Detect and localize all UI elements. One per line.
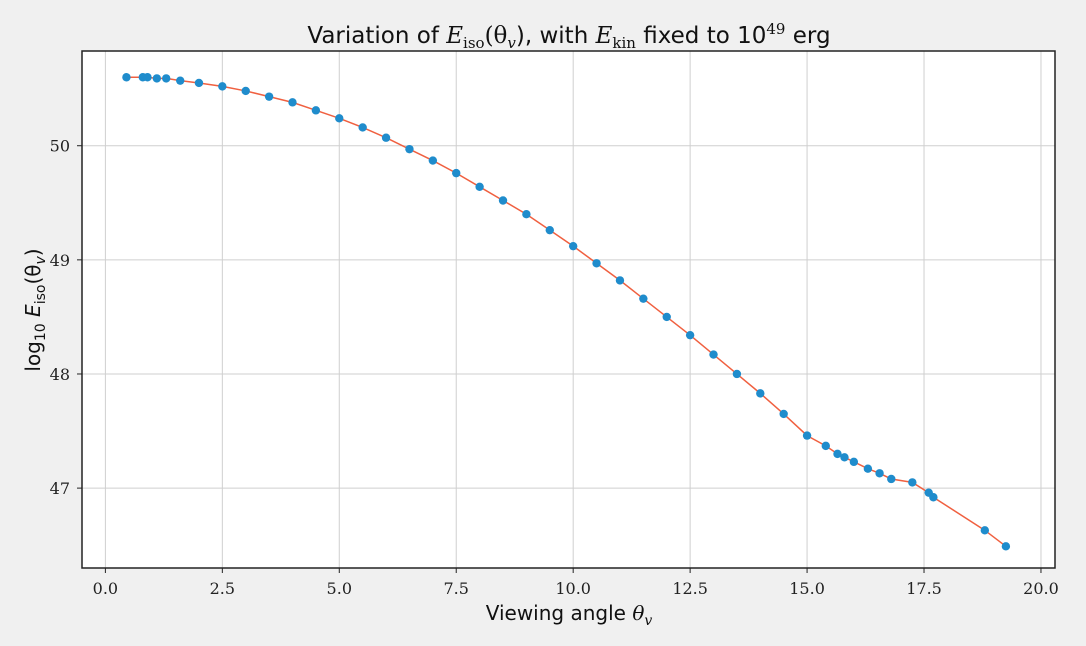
data-point [908,478,917,487]
data-point [709,350,718,359]
data-point [887,474,896,484]
data-point [428,156,438,165]
data-point [288,98,297,107]
data-point [732,369,742,379]
data-point [779,409,788,419]
data-point [498,196,508,205]
data-point [311,106,321,115]
y-axis-label: log10 Eiso(θv) [21,248,49,371]
data-point [264,92,274,101]
data-point [592,259,601,268]
data-point [475,182,484,192]
data-point [194,78,204,88]
data-point [405,144,414,154]
data-point [929,493,938,502]
data-point [639,294,648,303]
x-tick-label: 10.0 [555,579,591,598]
y-tick-label: 49 [50,251,70,270]
plot-frame [81,50,1056,569]
data-point [980,526,990,535]
data-point [821,441,830,451]
x-tick-label: 20.0 [1023,579,1059,598]
data-point [863,464,873,473]
x-ticks: 0.0 2.5 5.0 7.5 10.0 12.5 15.0 17.5 20.0 [93,568,1059,598]
chart-title: Variation of Eiso(θv), with Ekin fixed t… [307,20,830,52]
data-point [152,74,162,83]
x-tick-label: 15.0 [789,579,825,598]
y-ticks: 47 48 49 50 [50,137,82,498]
series-layer [122,73,1011,551]
data-point [522,210,531,219]
data-point [802,431,812,440]
data-point [176,76,185,85]
data-point [685,330,695,340]
x-tick-label: 2.5 [210,579,235,598]
data-point [381,133,391,142]
data-point [162,74,171,83]
y-tick-label: 48 [50,365,70,384]
x-tick-label: 0.0 [93,579,118,598]
data-point [756,389,765,398]
data-point [122,73,131,82]
data-point [452,168,461,178]
data-point [1001,542,1011,551]
x-tick-label: 7.5 [444,579,469,598]
x-tick-label: 12.5 [672,579,708,598]
x-axis-label: Viewing angle θv [486,601,653,629]
y-tick-label: 47 [50,479,70,498]
x-tick-label: 17.5 [906,579,942,598]
data-point [615,276,625,285]
x-tick-label: 5.0 [327,579,352,598]
data-point [143,73,152,82]
data-point [358,123,367,132]
grid [82,51,1055,568]
plot-area [82,51,1055,568]
data-point [875,469,884,478]
data-point [335,114,344,123]
data-point [545,225,554,235]
data-point [840,453,849,462]
data-point [833,449,842,459]
data-point [662,312,671,322]
data-point [849,457,859,467]
data-point [241,86,250,96]
data-point [218,82,227,91]
data-point [568,241,578,251]
y-tick-label: 50 [50,137,70,156]
